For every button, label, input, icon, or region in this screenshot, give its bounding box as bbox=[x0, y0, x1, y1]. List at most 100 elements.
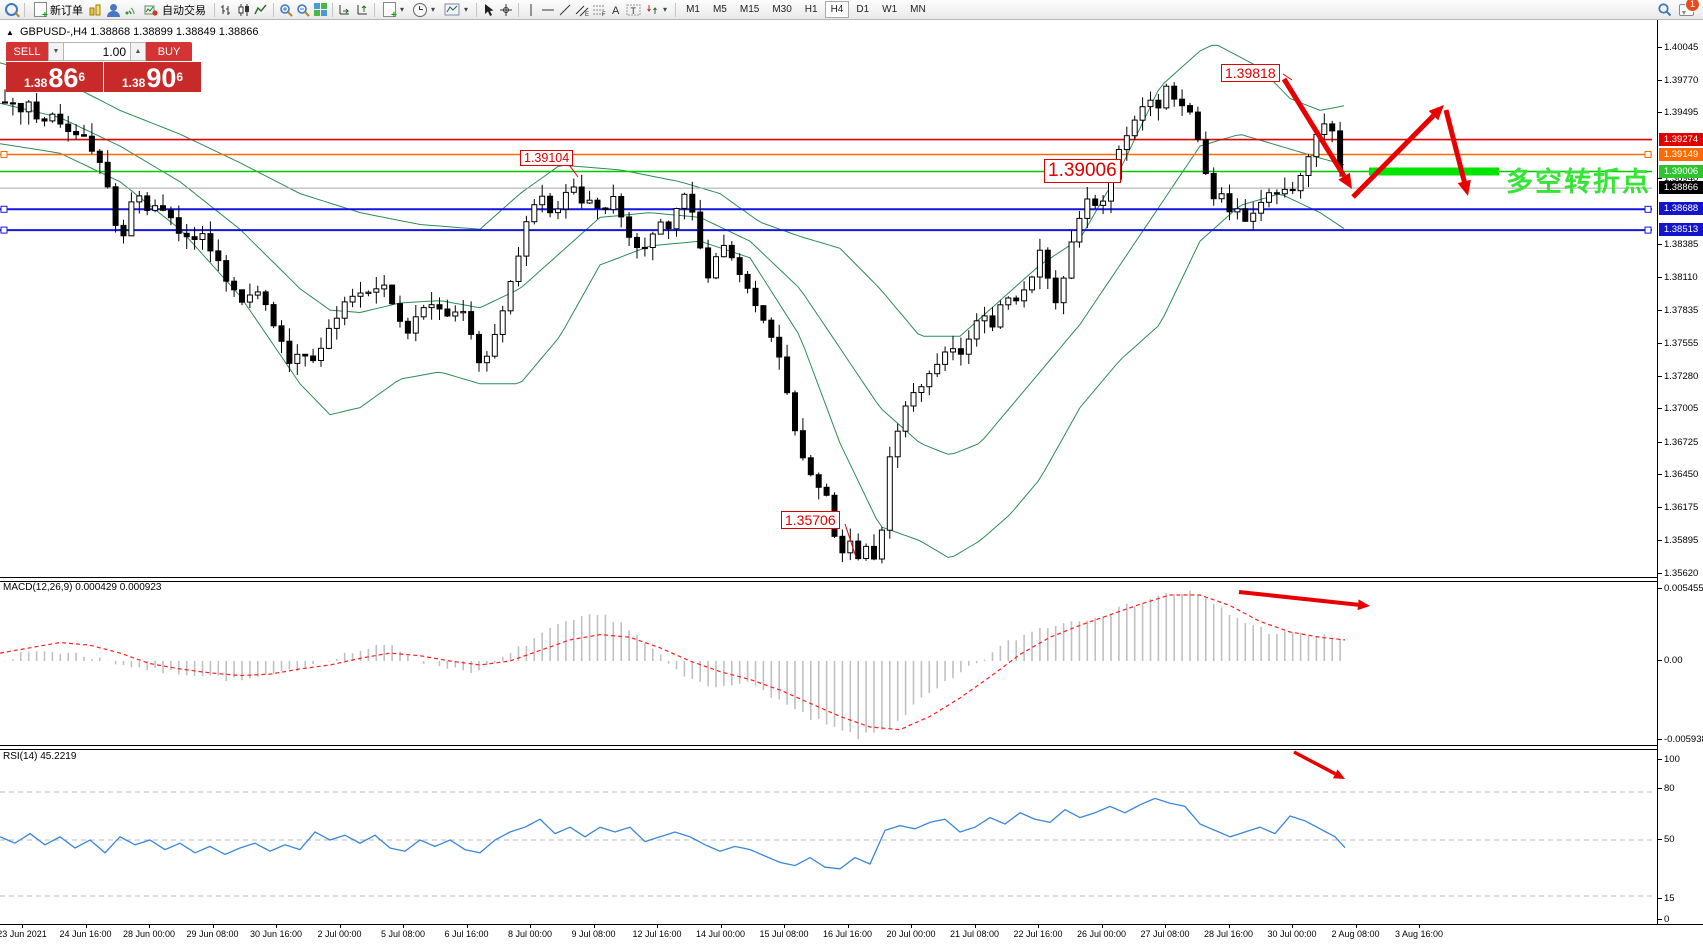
time-axis[interactable]: 23 Jun 2021 24 Jun 16:00 28 Jun 00:00 29 Ju… bbox=[0, 924, 1703, 945]
horizontal-line-tool-icon[interactable] bbox=[540, 2, 556, 18]
candle-body bbox=[626, 216, 633, 238]
rsi-pane-splitter[interactable] bbox=[0, 745, 1657, 750]
channel-tool-icon[interactable]: E bbox=[574, 2, 590, 18]
timeframe-M5[interactable]: M5 bbox=[712, 4, 727, 15]
timeframe-M1[interactable]: M1 bbox=[686, 4, 700, 15]
vertical-line-tool-icon[interactable] bbox=[523, 2, 539, 18]
buy-price-sup: 6 bbox=[176, 70, 184, 84]
candle-body bbox=[1266, 192, 1272, 203]
price-badge: 1.39149 bbox=[1659, 147, 1703, 161]
bar-chart-type-icon[interactable] bbox=[219, 2, 235, 18]
candle-body bbox=[910, 392, 917, 407]
candle-body bbox=[207, 233, 214, 252]
price-axis[interactable]: 1.40045 1.39770 1.39495 1.38940 1.38385 1.381… bbox=[1657, 20, 1703, 925]
label-tool-icon[interactable]: T bbox=[625, 2, 641, 18]
auto-trading-label: 自动交易 bbox=[162, 4, 206, 17]
market-watch-icon[interactable] bbox=[3, 2, 19, 18]
candle-body bbox=[167, 209, 174, 219]
time-tick-mark bbox=[212, 925, 214, 928]
candlestick-type-icon[interactable] bbox=[236, 2, 252, 18]
timeframe-M15[interactable]: M15 bbox=[739, 4, 760, 15]
candle-body bbox=[894, 430, 901, 458]
candle-body bbox=[341, 301, 348, 319]
auto-trading-button[interactable]: 自动交易 bbox=[139, 0, 210, 19]
notifications-icon[interactable]: 1 bbox=[1678, 0, 1700, 18]
timeframe-D1[interactable]: D1 bbox=[856, 4, 870, 15]
chart-shift-icon[interactable] bbox=[354, 2, 370, 18]
buy-price-display[interactable]: 1.38 90 6 bbox=[104, 62, 201, 92]
candle-body bbox=[499, 310, 506, 335]
indicators-button[interactable]: + ▾ bbox=[379, 0, 408, 21]
line-handle[interactable] bbox=[0, 226, 8, 234]
line-handle[interactable] bbox=[1644, 205, 1652, 213]
zoom-out-icon[interactable] bbox=[295, 2, 311, 18]
timeframe-group: M1 M5 M15 M30 H1 H4 D1 W1 MN bbox=[680, 1, 932, 18]
candle-body bbox=[1139, 106, 1146, 121]
timeframe-MN[interactable]: MN bbox=[910, 4, 926, 15]
profile-icon[interactable] bbox=[105, 2, 121, 18]
trendline-tool-icon[interactable] bbox=[557, 2, 573, 18]
time-tick-label: 29 Jun 08:00 bbox=[186, 929, 239, 939]
line-chart-type-icon[interactable] bbox=[253, 2, 269, 18]
candle-body bbox=[657, 221, 664, 235]
candle-body bbox=[294, 353, 301, 364]
templates-button[interactable]: ▾ bbox=[440, 0, 472, 19]
candle-body bbox=[468, 311, 475, 335]
price-badge: 1.38866 bbox=[1659, 181, 1703, 195]
line-handle[interactable] bbox=[1644, 151, 1652, 158]
buy-button[interactable]: BUY bbox=[146, 42, 192, 61]
line-handle[interactable] bbox=[0, 151, 8, 158]
auto-scroll-icon[interactable] bbox=[337, 2, 353, 18]
signals-icon[interactable] bbox=[122, 2, 138, 18]
periods-button[interactable]: ▾ bbox=[409, 0, 439, 19]
cursor-tool-icon[interactable] bbox=[481, 2, 497, 18]
timeframe-M30[interactable]: M30 bbox=[772, 4, 792, 15]
callout-connector bbox=[844, 523, 857, 558]
price-tick: 1.35620 bbox=[1657, 567, 1699, 579]
candle-body bbox=[1060, 277, 1067, 304]
time-tick-label: 14 Jul 00:00 bbox=[695, 929, 746, 939]
sell-button[interactable]: SELL bbox=[6, 42, 48, 61]
sell-price-prefix: 1.38 bbox=[23, 76, 48, 90]
tile-windows-icon[interactable] bbox=[312, 2, 328, 18]
new-chart-icon[interactable] bbox=[88, 2, 104, 18]
candle-body bbox=[728, 244, 735, 259]
candle-body bbox=[768, 319, 775, 338]
sell-price-display[interactable]: 1.38 86 6 bbox=[6, 62, 103, 92]
zoom-in-icon[interactable] bbox=[278, 2, 294, 18]
rsi-scale-tick: 50 bbox=[1658, 834, 1675, 845]
fibonacci-tool-icon[interactable]: F bbox=[591, 2, 607, 18]
crosshair-tool-icon[interactable] bbox=[498, 2, 514, 18]
timeframe-H1[interactable]: H1 bbox=[804, 4, 818, 15]
one-click-trading-panel: SELL ▼ 1.00 ▲ BUY 1.38 86 6 1.38 90 6 bbox=[6, 42, 202, 92]
candle-body bbox=[1052, 277, 1059, 304]
collapse-panel-icon[interactable]: ▲ bbox=[6, 28, 14, 37]
time-tick-label: 12 Jul 16:00 bbox=[632, 929, 682, 939]
candle-body bbox=[420, 307, 427, 318]
price-callout-1.39006: 1.39006 bbox=[1044, 159, 1121, 183]
arrows-tool-button[interactable]: ▾ bbox=[642, 0, 671, 19]
volume-decrease-button[interactable]: ▼ bbox=[48, 42, 64, 61]
new-order-button[interactable]: + 新订单 bbox=[30, 0, 87, 21]
price-badge: 1.39006 bbox=[1659, 164, 1703, 178]
volume-increase-button[interactable]: ▲ bbox=[130, 42, 146, 61]
volume-input[interactable]: 1.00 bbox=[64, 42, 130, 61]
time-tick-label: 27 Jul 08:00 bbox=[1140, 929, 1190, 939]
candle-body bbox=[476, 333, 482, 364]
candle-body bbox=[1187, 105, 1193, 113]
timeframe-H4[interactable]: H4 bbox=[824, 1, 850, 18]
candle-body bbox=[855, 540, 862, 560]
macd-pane-splitter[interactable] bbox=[0, 577, 1657, 582]
text-tool-icon[interactable]: A bbox=[608, 2, 624, 18]
line-handle[interactable] bbox=[0, 205, 8, 213]
line-handle[interactable] bbox=[1644, 226, 1652, 234]
label-letter: T bbox=[630, 6, 636, 16]
timeframe-W1[interactable]: W1 bbox=[882, 4, 898, 15]
search-icon[interactable] bbox=[1656, 2, 1672, 18]
candle-body bbox=[744, 273, 751, 289]
chart-ohlc-readout: ▲ GBPUSD-,H4 1.38868 1.38899 1.38849 1.3… bbox=[6, 26, 259, 38]
candle-body bbox=[112, 186, 119, 226]
